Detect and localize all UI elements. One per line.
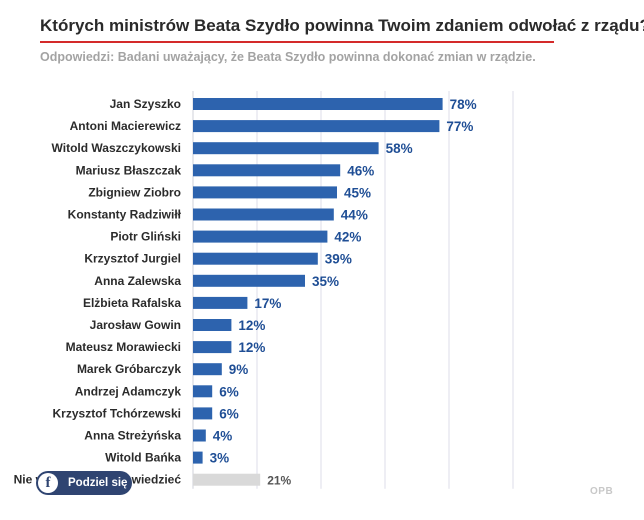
category-label: Krzysztof Tchórzewski xyxy=(53,406,181,420)
bar xyxy=(193,451,203,464)
data-label: 3% xyxy=(210,451,230,466)
category-label: Konstanty Radziwiłł xyxy=(68,208,182,222)
data-label: 44% xyxy=(341,208,368,223)
bar xyxy=(193,385,213,398)
facebook-icon: f xyxy=(38,473,58,493)
data-label: 45% xyxy=(344,185,371,200)
data-label: 35% xyxy=(312,274,339,289)
logo: OPB xyxy=(590,486,614,497)
bar xyxy=(193,274,305,287)
category-label: Piotr Gliński xyxy=(110,230,181,244)
category-label: Zbigniew Ziobro xyxy=(88,185,181,199)
data-label: 42% xyxy=(334,230,361,245)
bar xyxy=(193,142,379,155)
share-button[interactable]: f Podziel się xyxy=(36,471,132,495)
data-label: 9% xyxy=(229,362,249,377)
data-label: 12% xyxy=(238,340,265,355)
data-label: 12% xyxy=(238,318,265,333)
category-label: Elżbieta Rafalska xyxy=(83,296,181,310)
title-underline xyxy=(40,41,554,43)
data-label: 4% xyxy=(213,429,233,444)
data-label: 6% xyxy=(219,384,239,399)
bar xyxy=(193,296,248,309)
bar xyxy=(193,473,261,486)
category-label: Anna Zalewska xyxy=(94,274,181,288)
data-label: 39% xyxy=(325,252,352,267)
category-label: Jarosław Gowin xyxy=(90,318,181,332)
category-label: Andrzej Adamczyk xyxy=(75,384,182,398)
share-button-label: Podziel się xyxy=(68,477,128,489)
bar xyxy=(193,230,328,243)
category-label: Witold Bańka xyxy=(105,451,181,465)
category-label: Witold Waszczykowski xyxy=(52,141,181,155)
data-label: 58% xyxy=(386,141,413,156)
category-label: Jan Szyszko xyxy=(110,97,181,111)
bar xyxy=(193,429,206,442)
bar xyxy=(193,252,318,265)
category-label: Mateusz Morawiecki xyxy=(66,340,181,354)
data-label: 6% xyxy=(219,406,239,421)
data-label: 46% xyxy=(347,163,374,178)
data-label: 17% xyxy=(254,296,281,311)
bar xyxy=(193,341,232,354)
bar xyxy=(193,407,213,420)
bar xyxy=(193,98,443,110)
bar xyxy=(193,208,334,221)
bar xyxy=(193,120,440,133)
chart-subtitle: Odpowiedzi: Badani uważający, że Beata S… xyxy=(40,50,536,64)
category-label: Anna Streżyńska xyxy=(84,429,181,443)
bar xyxy=(193,186,337,199)
chart-title: Których ministrów Beata Szydło powinna T… xyxy=(40,16,644,35)
bar xyxy=(193,363,222,376)
bar xyxy=(193,164,341,177)
category-label: Marek Gróbarczyk xyxy=(77,362,181,376)
category-label: Mariusz Błaszczak xyxy=(76,163,182,177)
data-label: 21% xyxy=(267,474,291,488)
category-label: Krzysztof Jurgiel xyxy=(84,252,181,266)
category-label: Antoni Macierewicz xyxy=(70,119,181,133)
data-label: 78% xyxy=(450,97,477,112)
data-label: 77% xyxy=(446,119,473,134)
bar xyxy=(193,319,232,331)
